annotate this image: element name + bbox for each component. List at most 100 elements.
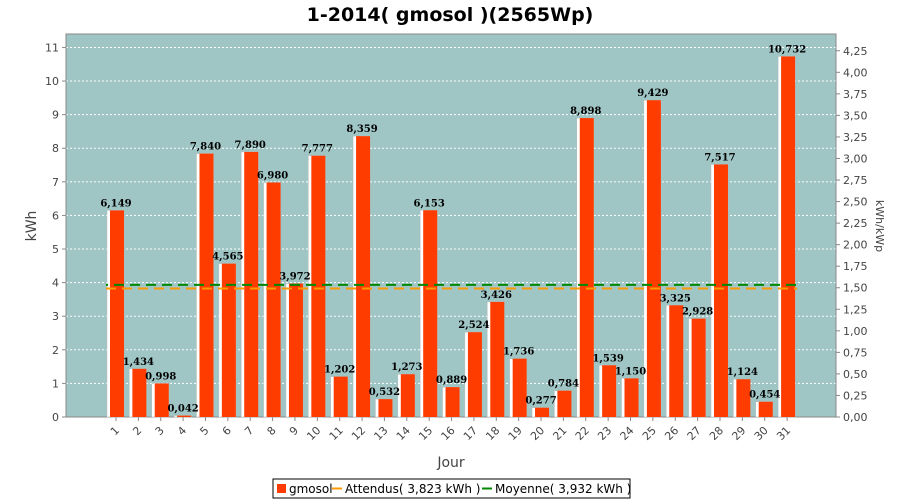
x-tick-label: 21 [550, 424, 569, 443]
x-tick-label: 5 [197, 424, 211, 438]
x-tick-label: 23 [595, 424, 614, 443]
y2-tick-label: 3,50 [843, 109, 868, 122]
bar-value-label: 3,325 [660, 293, 691, 304]
bar-value-label: 0,277 [525, 396, 556, 407]
bar-29 [736, 379, 751, 417]
bar-value-label: 9,429 [637, 88, 668, 99]
bar-5 [199, 153, 214, 417]
y2-tick-label: 3,25 [843, 131, 868, 144]
bar-value-label: 6,153 [414, 198, 445, 209]
bar-23 [602, 365, 617, 417]
bar-11 [333, 376, 348, 417]
y2-tick-label: 1,00 [843, 325, 868, 338]
y-tick-label: 3 [52, 310, 59, 323]
legend-label-moyenne: Moyenne( 3,932 kWh ) [495, 482, 631, 496]
bar-value-label: 6,980 [257, 170, 288, 181]
x-tick-label: 16 [439, 424, 458, 443]
x-tick-label: 17 [461, 424, 480, 443]
y2-tick-label: 0,75 [843, 346, 868, 359]
y2-tick-label: 1,75 [843, 260, 868, 273]
x-tick-label: 1 [108, 424, 122, 438]
x-tick-label: 25 [640, 424, 659, 443]
bar-value-label: 2,928 [682, 307, 713, 318]
y2-tick-label: 1,50 [843, 282, 868, 295]
x-tick-label: 26 [662, 424, 681, 443]
legend: gmosol Attendus( 3,823 kWh ) Moyenne( 3,… [272, 478, 631, 499]
y2-tick-label: 3,75 [843, 88, 868, 101]
x-tick-label: 24 [618, 424, 637, 443]
x-tick-label: 6 [220, 424, 234, 438]
y2-tick-label: 4,00 [843, 66, 868, 79]
x-tick-label: 15 [416, 424, 435, 443]
x-tick-label: 29 [729, 424, 748, 443]
bar-value-label: 8,359 [346, 124, 377, 135]
bar-31 [781, 56, 796, 418]
legend-swatch-gmosol [277, 484, 286, 493]
bar-value-label: 7,890 [235, 140, 266, 151]
y2-tick-label: 1,25 [843, 303, 868, 316]
bar-value-label: 0,532 [369, 387, 400, 398]
bar-15 [423, 210, 438, 417]
bar-value-label: 3,426 [481, 290, 512, 301]
bar-value-label: 0,784 [548, 379, 579, 390]
bar-value-label: 7,840 [190, 142, 221, 153]
y2-tick-label: 0,25 [843, 389, 868, 402]
x-tick-label: 14 [394, 424, 413, 443]
bar-value-label: 1,736 [503, 347, 534, 358]
bar-22 [579, 118, 594, 418]
x-tick-label: 10 [304, 424, 323, 443]
bar-6 [221, 263, 236, 417]
bar-8 [266, 182, 281, 417]
legend-label-gmosol: gmosol [289, 482, 333, 496]
bar-labels: 6,149 1,434 0,998 0,042 7,840 4,565 7,890 6,980… [100, 44, 806, 414]
bar-30 [758, 401, 773, 417]
bar-value-label: 4,565 [212, 252, 243, 263]
y-tick-label: 2 [52, 344, 59, 357]
y2-tick-label: 2,50 [843, 196, 868, 209]
y2-tick-label: 2,25 [843, 217, 868, 230]
y2-tick-label: 0,50 [843, 368, 868, 381]
y2-tick-label: 3,00 [843, 152, 868, 165]
bar-10 [311, 155, 326, 417]
y-axis-title: kWh [24, 211, 40, 242]
bar-value-label: 0,454 [749, 390, 780, 401]
x-tick-label: 9 [287, 424, 301, 438]
bar-value-label: 2,524 [458, 320, 489, 331]
y2-axis-title: kWh/kWp [873, 200, 886, 252]
bar-9 [288, 283, 303, 417]
bar-value-label: 1,539 [592, 353, 623, 364]
y2-axis: 0,00 0,25 0,50 0,75 1,00 1,25 1,50 1,75 2,00 2,25… [835, 34, 868, 424]
legend-label-attendus: Attendus( 3,823 kWh ) [345, 482, 480, 496]
y-tick-label: 1 [52, 377, 59, 390]
y-tick-label: 4 [52, 277, 59, 290]
bar-value-label: 0,889 [436, 375, 467, 386]
y-axis: 0 1 2 3 4 5 6 7 8 9 10 11 [45, 34, 67, 424]
bar-value-label: 6,149 [100, 198, 131, 209]
bar-value-label: 8,898 [570, 106, 601, 117]
bar-value-label: 1,150 [615, 366, 646, 377]
x-axis-title: Jour [436, 455, 465, 471]
bars [106, 56, 796, 418]
bar-26 [669, 305, 684, 417]
bar-14 [400, 374, 415, 417]
y-tick-label: 9 [52, 109, 59, 122]
y-tick-label: 5 [52, 243, 59, 256]
bar-3 [154, 383, 169, 417]
bar-value-label: 0,998 [145, 371, 176, 382]
bar-12 [356, 136, 371, 417]
x-tick-label: 27 [685, 424, 704, 443]
x-tick-label: 11 [327, 424, 346, 443]
bar-2 [132, 368, 147, 417]
y-tick-label: 0 [52, 411, 59, 424]
y-tick-label: 10 [45, 75, 59, 88]
x-tick-label: 8 [265, 424, 279, 438]
y2-tick-label: 2,75 [843, 174, 868, 187]
x-tick-label: 7 [242, 424, 256, 438]
x-tick-label: 13 [371, 424, 390, 443]
bar-value-label: 7,777 [302, 144, 333, 155]
reference-lines [106, 283, 798, 290]
x-tick-label: 30 [752, 424, 771, 443]
y-tick-label: 8 [52, 142, 59, 155]
